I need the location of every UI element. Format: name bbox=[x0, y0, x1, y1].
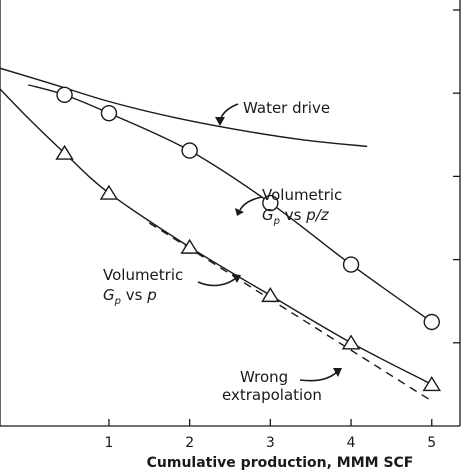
annotation-water-drive-arrowhead bbox=[215, 117, 225, 126]
annotation-pz-arrow bbox=[239, 196, 263, 211]
annotation-wrong-arrowhead bbox=[333, 368, 342, 377]
annotation-water-drive-label: Water drive bbox=[243, 99, 330, 117]
data-point-triangle bbox=[422, 376, 442, 392]
annotation-wrong-label: Wrong bbox=[240, 368, 288, 386]
data-point-circle bbox=[56, 86, 73, 104]
x-tick-label: 4 bbox=[347, 435, 356, 451]
data-point-circle bbox=[342, 256, 360, 273]
x-tick-label: 1 bbox=[104, 435, 113, 451]
annotation-p: Volumetric Gp vs p bbox=[103, 266, 241, 307]
x-axis-label: Cumulative production, MMM SCF bbox=[147, 455, 414, 471]
data-point-triangle bbox=[261, 287, 280, 303]
annotation-wrong-arrow bbox=[299, 371, 338, 382]
x-ticks: 1 2 3 4 5 bbox=[104, 419, 436, 451]
x-tick-label: 2 bbox=[185, 435, 194, 451]
data-point-triangle bbox=[180, 238, 199, 254]
x-tick-label: 5 bbox=[427, 435, 436, 451]
annotation-pz-sublabel: Gp vs p/z bbox=[262, 206, 330, 227]
annotation-wrong-extrapolation: Wrong extrapolation bbox=[222, 368, 342, 404]
annotation-p-label: Volumetric bbox=[103, 266, 183, 284]
annotation-pz: Volumetric Gp vs p/z bbox=[235, 186, 342, 227]
data-point-circle bbox=[423, 313, 440, 331]
marker-layer bbox=[55, 86, 442, 392]
data-point-triangle bbox=[55, 144, 74, 160]
data-point-triangle bbox=[99, 184, 119, 200]
plot-frame bbox=[0, 0, 461, 427]
data-point-triangle bbox=[341, 334, 361, 350]
annotation-pz-label: Volumetric bbox=[262, 186, 342, 204]
series-line-0 bbox=[0, 67, 368, 148]
x-tick-label: 3 bbox=[266, 435, 275, 451]
series-line-1 bbox=[28, 84, 433, 323]
annotation-pz-arrowhead bbox=[235, 208, 244, 216]
annotation-p-arrowhead bbox=[232, 274, 241, 283]
annotation-p-arrow bbox=[197, 277, 237, 287]
series-line-2 bbox=[0, 88, 433, 386]
annotation-p-sublabel: Gp vs p bbox=[103, 286, 157, 307]
data-point-circle bbox=[100, 104, 118, 122]
data-point-circle bbox=[262, 194, 279, 212]
annotation-water-drive: Water drive bbox=[215, 99, 330, 126]
data-point-circle bbox=[181, 142, 198, 159]
annotation-wrong-sublabel: extrapolation bbox=[222, 386, 322, 404]
